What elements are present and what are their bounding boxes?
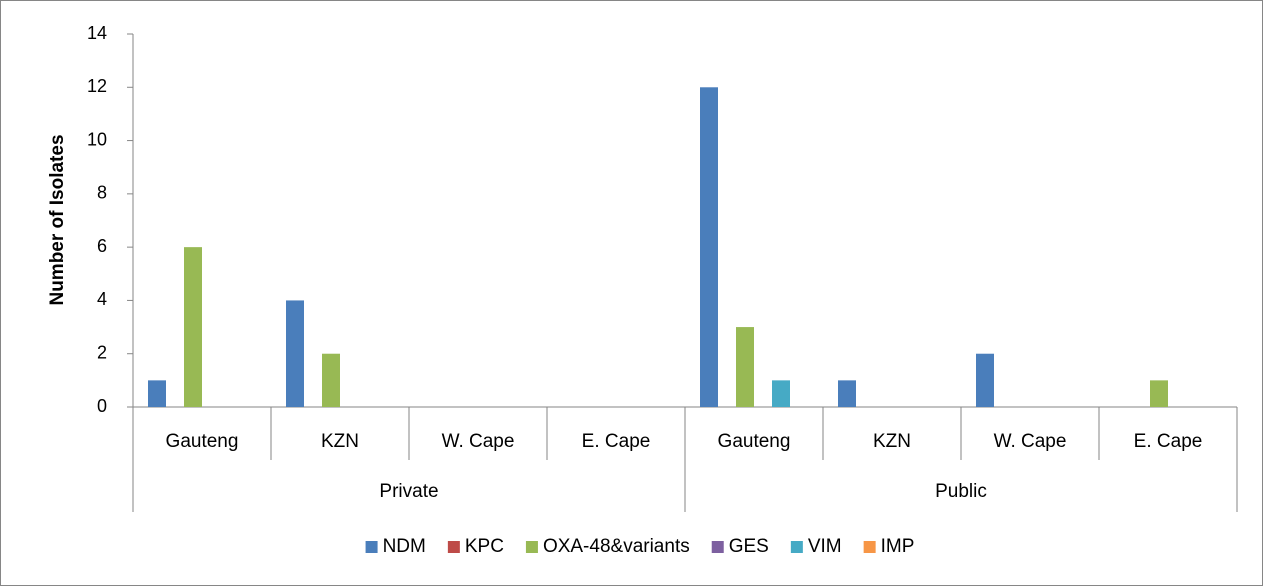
x-tick-label: KZN [321, 431, 359, 452]
x-tick-label: KZN [873, 431, 911, 452]
x-tick-label: W. Cape [994, 431, 1067, 452]
y-tick-label: 6 [97, 236, 107, 256]
legend-label: GES [729, 536, 769, 557]
legend-swatch [525, 541, 538, 553]
y-axis-label: Number of Isolates [47, 134, 68, 305]
group-label: Public [935, 481, 987, 502]
legend-swatch [863, 541, 876, 553]
y-tick-label: 2 [97, 342, 107, 362]
x-tick-label: W. Cape [442, 431, 515, 452]
legend-swatch [711, 541, 724, 553]
bar [148, 380, 166, 407]
bar [1150, 380, 1168, 407]
x-tick-label: E. Cape [582, 431, 651, 452]
x-tick-label: Gauteng [718, 431, 791, 452]
legend-label: IMP [881, 536, 915, 557]
bar [838, 380, 856, 407]
y-tick-label: 0 [97, 396, 107, 416]
group-label: Private [379, 481, 438, 502]
legend-swatch [790, 541, 803, 553]
bar [700, 87, 718, 408]
y-tick-label: 8 [97, 183, 107, 203]
y-tick-label: 4 [97, 289, 107, 309]
bar [184, 247, 202, 407]
legend-label: NDM [383, 536, 426, 557]
y-tick-label: 10 [87, 129, 107, 149]
legend-label: KPC [465, 536, 504, 557]
legend-label: VIM [808, 536, 842, 557]
legend-swatch [447, 541, 460, 553]
legend-swatch [365, 541, 378, 553]
y-tick-label: 12 [87, 76, 107, 96]
bar [322, 353, 340, 407]
bar [736, 327, 754, 407]
bar [286, 300, 304, 407]
bar [976, 353, 994, 407]
y-tick-label: 14 [87, 23, 107, 43]
legend-label: OXA-48&variants [543, 536, 690, 557]
x-tick-label: Gauteng [166, 431, 239, 452]
x-tick-label: E. Cape [1134, 431, 1203, 452]
bar [772, 380, 790, 407]
